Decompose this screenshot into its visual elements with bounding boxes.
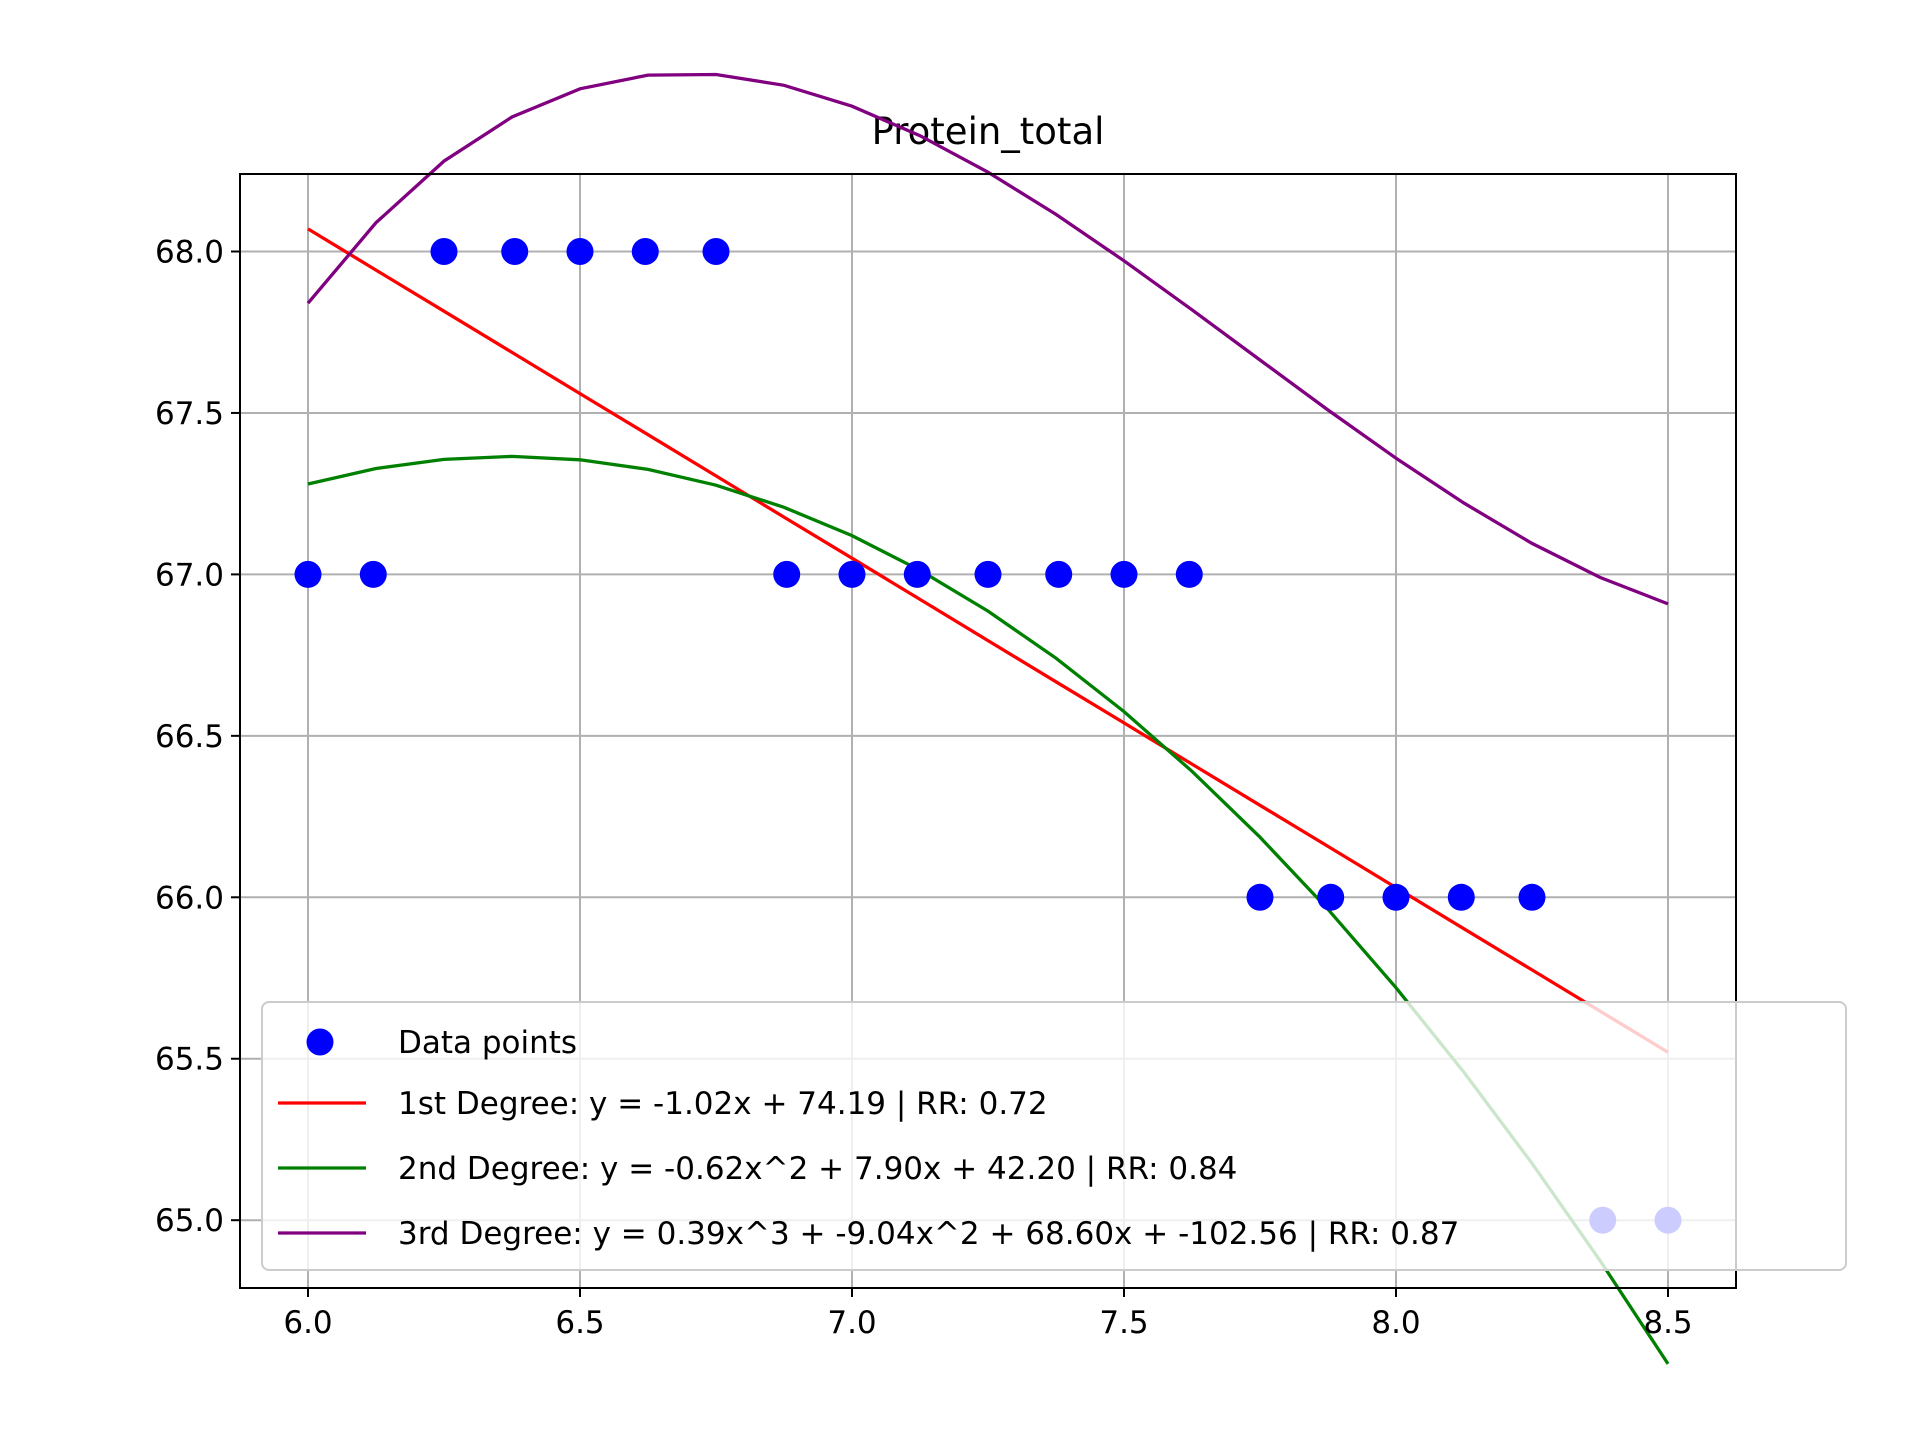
legend-marker-data-points: [306, 1028, 334, 1056]
data-point: [702, 237, 730, 265]
y-tick-label: 65.5: [155, 1042, 224, 1078]
data-point: [1518, 883, 1546, 911]
data-point: [1110, 560, 1138, 588]
data-point: [566, 237, 594, 265]
y-tick-label: 67.5: [155, 396, 224, 432]
data-point: [501, 237, 529, 265]
data-point: [631, 237, 659, 265]
legend-label: 1st Degree: y = -1.02x + 74.19 | RR: 0.7…: [398, 1086, 1048, 1122]
y-tick-label: 66.0: [155, 880, 224, 916]
y-axis: 65.0 65.5 66.0 66.5 67.0 67.5 68.0: [155, 234, 240, 1239]
data-point: [430, 237, 458, 265]
data-point: [903, 560, 931, 588]
data-point: [294, 560, 322, 588]
x-tick-label: 8.0: [1371, 1305, 1420, 1341]
y-tick-label: 65.0: [155, 1203, 224, 1239]
x-tick-label: 6.5: [555, 1305, 604, 1341]
data-point: [974, 560, 1002, 588]
data-point: [1246, 883, 1274, 911]
data-point: [773, 560, 801, 588]
data-point: [359, 560, 387, 588]
data-point: [1045, 560, 1073, 588]
series-line-1: [307, 227, 1669, 1054]
legend-label: 2nd Degree: y = -0.62x^2 + 7.90x + 42.20…: [398, 1151, 1237, 1187]
x-tick-label: 7.0: [827, 1305, 876, 1341]
x-tick-label: 7.5: [1099, 1305, 1148, 1341]
data-point: [1175, 560, 1203, 588]
data-point: [838, 560, 866, 588]
legend-label: 3rd Degree: y = 0.39x^3 + -9.04x^2 + 68.…: [398, 1216, 1459, 1252]
data-point: [1317, 883, 1345, 911]
y-tick-label: 66.5: [155, 719, 224, 755]
data-point: [1382, 883, 1410, 911]
series-line-3: [306, 72, 1669, 606]
x-tick-label: 6.0: [283, 1305, 332, 1341]
y-tick-label: 68.0: [155, 234, 224, 270]
x-axis: 6.0 6.5 7.0 7.5 8.0 8.5: [283, 1288, 1693, 1341]
y-tick-label: 67.0: [155, 557, 224, 593]
data-point: [1447, 883, 1475, 911]
data-points: [294, 237, 1682, 1234]
legend-label: Data points: [398, 1025, 577, 1061]
legend-box: [261, 1001, 1847, 1271]
plot-frame: [239, 173, 1737, 1289]
legend: Data points 1st Degree: y = -1.02x + 74.1…: [261, 1001, 1847, 1271]
x-tick-label: 8.5: [1643, 1305, 1692, 1341]
